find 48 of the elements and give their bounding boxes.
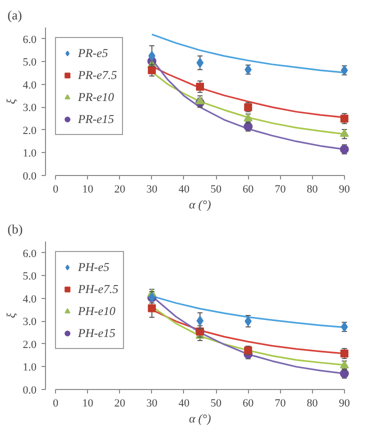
y-tick-label: 4.0 (22, 293, 37, 306)
legend-label: PH-e7.5 (78, 282, 118, 296)
x-tick-label: 90 (338, 184, 350, 196)
y-tick-label: 1.0 (22, 148, 37, 160)
x-axis-title: α (°) (188, 198, 212, 212)
y-tick-label: 0.0 (22, 170, 37, 182)
x-tick-label: 0 (52, 398, 59, 410)
x-tick-label: 30 (146, 184, 158, 196)
x-tick-label: 40 (178, 398, 190, 410)
y-tick-label: 2.0 (22, 124, 37, 137)
x-tick-label: 20 (114, 184, 126, 196)
legend-label: PH-e10 (78, 304, 116, 318)
y-tick-label: 6.0 (22, 34, 37, 46)
x-tick-label: 10 (82, 184, 94, 196)
legend-label: PH-e5 (78, 260, 110, 274)
x-tick-label: 60 (242, 184, 254, 196)
x-tick-label: 0 (52, 184, 59, 196)
y-tick-label: 5.0 (22, 56, 37, 69)
x-tick-label: 90 (338, 398, 350, 410)
x-axis-title: α (°) (188, 412, 212, 426)
y-axis-title: ξ (4, 98, 18, 104)
y-tick-label: 0.0 (22, 384, 37, 396)
x-tick-label: 70 (274, 184, 286, 196)
x-tick-label: 50 (210, 398, 222, 410)
x-tick-label: 40 (178, 184, 190, 196)
x-tick-label: 80 (306, 184, 318, 196)
y-axis-title: ξ (4, 312, 18, 318)
y-tick-label: 3.0 (22, 316, 37, 328)
y-tick-label: 5.0 (22, 270, 37, 283)
x-tick-label: 60 (242, 398, 254, 410)
legend-label: PR-e15 (78, 112, 114, 126)
legend-label: PR-e5 (78, 46, 108, 60)
legend-label: PR-e10 (78, 90, 114, 104)
x-tick-label: 10 (82, 398, 94, 410)
y-tick-label: 3.0 (22, 102, 37, 114)
x-tick-label: 20 (114, 398, 126, 410)
y-tick-label: 4.0 (22, 79, 37, 92)
x-tick-label: 80 (306, 398, 318, 410)
y-tick-label: 1.0 (22, 362, 37, 374)
legend-label: PH-e15 (78, 326, 116, 340)
x-tick-label: 70 (274, 398, 286, 410)
chart-title: (b) (8, 222, 23, 236)
y-tick-label: 2.0 (22, 338, 37, 351)
legend-label: PR-e7.5 (78, 68, 117, 82)
chart-title: (a) (8, 8, 22, 22)
x-tick-label: 30 (146, 398, 158, 410)
x-tick-label: 50 (210, 184, 222, 196)
y-tick-label: 6.0 (22, 248, 37, 260)
